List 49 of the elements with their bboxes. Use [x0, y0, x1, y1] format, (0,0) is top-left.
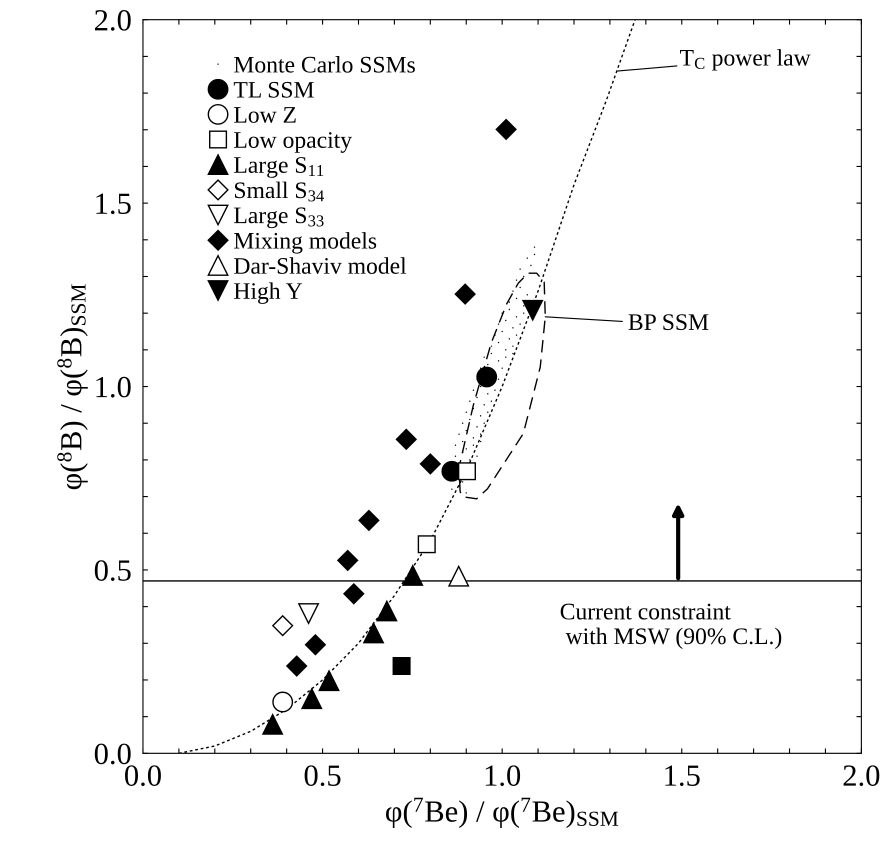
x-axis-title: φ($^{7}$Be) / φ($^{7}$Be)$_{SSM}$	[386, 798, 618, 828]
point	[301, 688, 322, 710]
legend-label: Monte Carlo SSMs	[234, 56, 415, 73]
point	[522, 300, 544, 321]
x-tick-label: 1.0	[486, 765, 520, 786]
legend-label: Large S$_{11}$	[234, 157, 324, 178]
point	[454, 284, 476, 305]
point	[392, 657, 411, 676]
legend-label: Small S$_{34}$	[234, 182, 324, 202]
y-tick-label: 2.0	[95, 10, 131, 31]
y-axis-title: φ($^{8}$B) / φ($^{8}$B)$_{SSM}$	[57, 284, 88, 490]
point	[337, 550, 358, 571]
point	[396, 428, 417, 450]
x-tick-label: 0.5	[304, 765, 340, 786]
legend-label: TL SSM	[234, 82, 314, 98]
point	[272, 615, 294, 636]
legend-label: Mixing models	[234, 232, 376, 254]
legend-label: Low Z	[234, 107, 296, 123]
legend-label: Large S$_{33}$	[234, 207, 324, 228]
x-tick-label: 1.5	[665, 765, 700, 786]
point	[358, 510, 380, 531]
point	[476, 366, 498, 388]
point	[420, 453, 441, 474]
annotation: BP SSM	[628, 314, 708, 330]
point	[304, 634, 326, 656]
x-tick-label: 0.0	[125, 765, 161, 786]
point	[298, 603, 319, 624]
point	[448, 566, 470, 587]
y-tick-label: 1.0	[96, 376, 131, 398]
annotation: T$_{C}$ power law	[680, 49, 811, 71]
point	[363, 622, 384, 644]
point	[496, 118, 517, 140]
legend-label: Dar-Shaviv model	[234, 257, 406, 274]
point	[343, 583, 364, 604]
point	[272, 692, 294, 712]
point	[418, 535, 436, 554]
x-tick-label: 2.0	[844, 765, 880, 786]
y-tick-label: 0.5	[94, 560, 131, 581]
y-tick-label: 0.0	[94, 744, 131, 764]
legend-label: High Y	[234, 282, 302, 304]
point	[286, 656, 308, 677]
legend-label: Low opacity	[234, 132, 352, 153]
point	[318, 670, 340, 692]
point	[376, 600, 398, 622]
ref-line-label: Current constraint with MSW (90% C.L.)	[560, 604, 782, 650]
point	[458, 462, 476, 480]
y-tick-label: 1.5	[96, 194, 131, 214]
point	[402, 565, 424, 586]
point	[262, 714, 284, 735]
